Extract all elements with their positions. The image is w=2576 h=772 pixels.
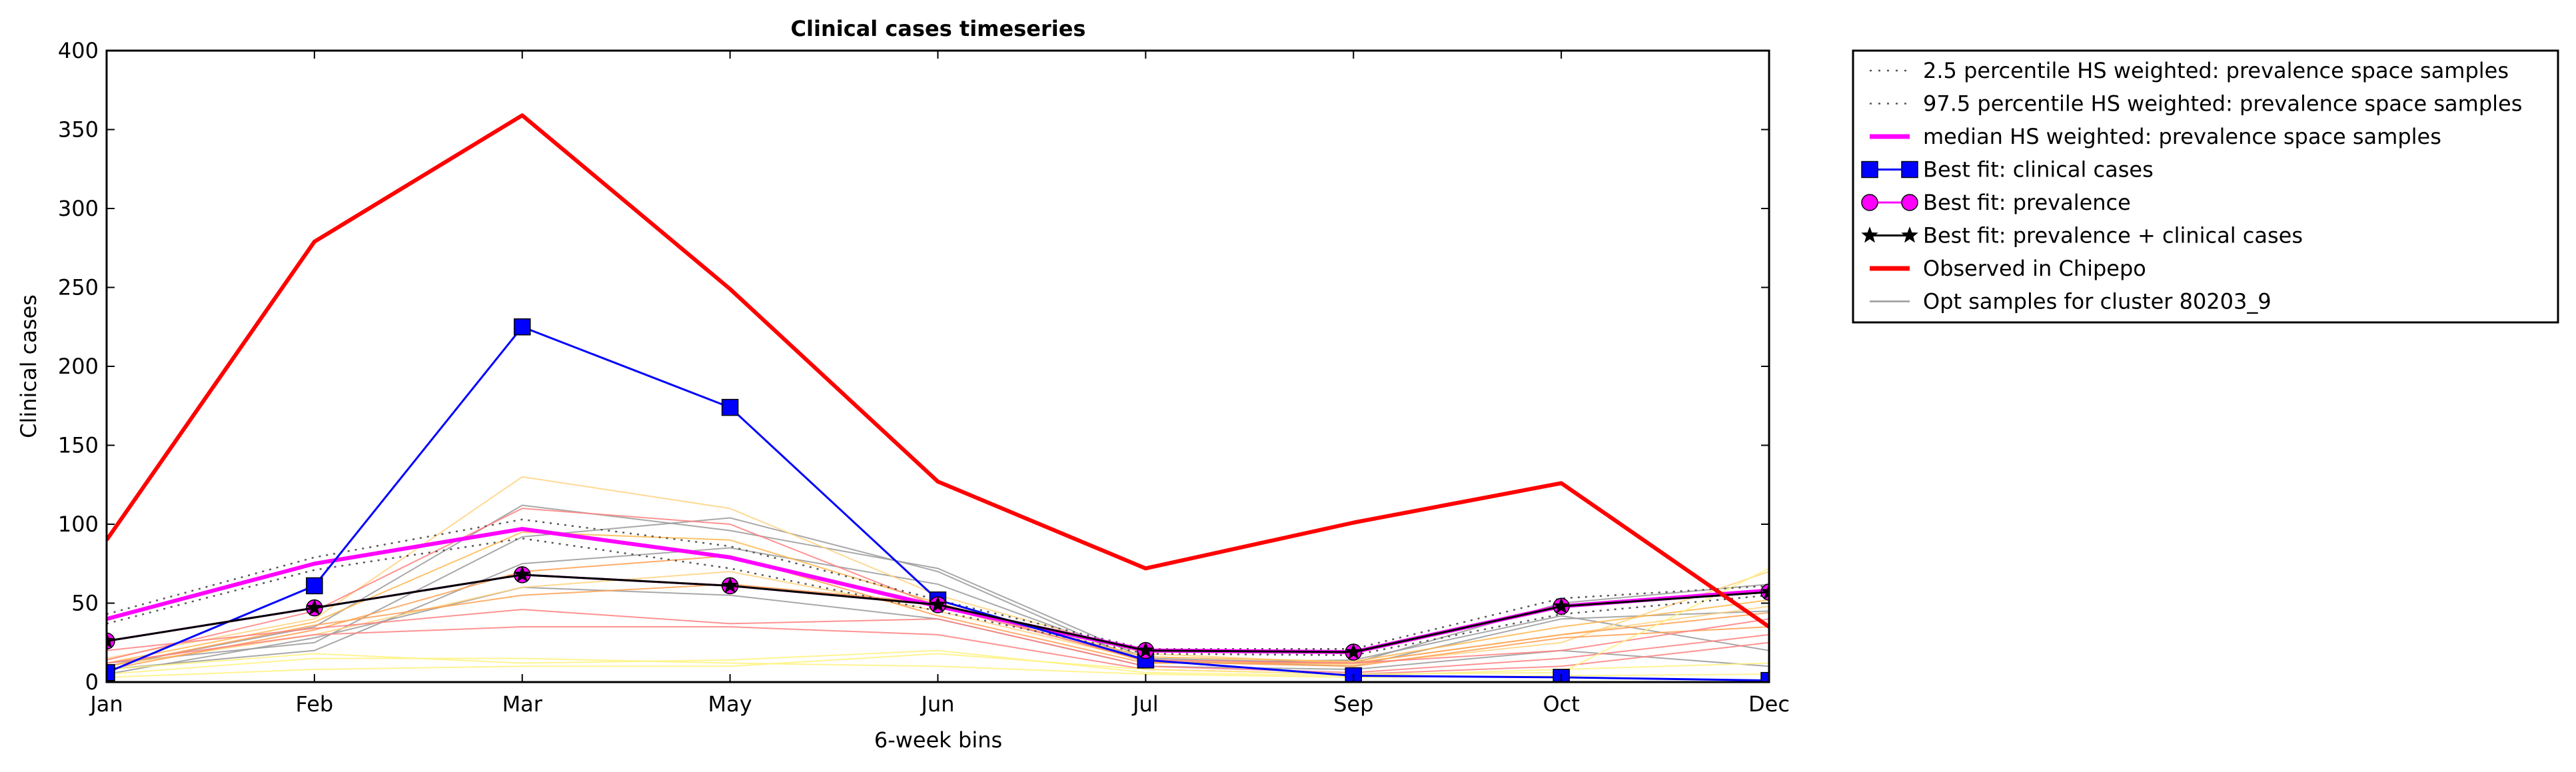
- series-5-point-7: [1553, 597, 1570, 614]
- legend-label-3: Best fit: clinical cases: [1923, 157, 2154, 183]
- chart-title: Clinical cases timeseries: [791, 16, 1086, 41]
- legend-marker-3-1: [1901, 161, 1918, 179]
- opt-samples-layer: [107, 476, 1769, 678]
- legend: 2.5 percentile HS weighted: prevalence s…: [1852, 49, 2559, 324]
- x-tick-label-0: Jan: [89, 691, 123, 717]
- series-5-point-0: [107, 631, 115, 649]
- y-tick-label-0: 0: [85, 669, 99, 695]
- opt-sample-line-14: [107, 649, 1769, 677]
- opt-sample-line-10: [107, 608, 1769, 673]
- opt-sample-line-0: [107, 517, 1769, 664]
- y-tick-label-1: 50: [71, 591, 99, 616]
- y-tick-label-6: 300: [58, 196, 99, 221]
- series-5-point-4: [929, 595, 947, 612]
- x-tick-label-6: Sep: [1333, 691, 1373, 717]
- series-3-point-1: [306, 577, 323, 595]
- legend-label-0: 2.5 percentile HS weighted: prevalence s…: [1923, 58, 2509, 83]
- opt-sample-line-1: [107, 504, 1769, 667]
- series-5-point-8: [1760, 583, 1769, 599]
- y-tick-label-5: 250: [58, 275, 99, 300]
- y-tick-label-8: 400: [58, 38, 99, 63]
- series-0-line: [107, 538, 1769, 656]
- series-5-point-6: [1345, 643, 1363, 659]
- y-tick-label-3: 150: [58, 433, 99, 458]
- opt-sample-line-13: [107, 568, 1769, 678]
- legend-marker-5-0: [1861, 226, 1878, 243]
- series-6-line: [107, 113, 1769, 629]
- legend-label-5: Best fit: prevalence + clinical cases: [1923, 223, 2303, 248]
- x-tick-label-1: Feb: [296, 691, 334, 717]
- legend-marker-4-0: [1861, 194, 1878, 211]
- y-axis-label: Clinical cases: [16, 294, 41, 438]
- x-tick-label-2: Mar: [502, 691, 543, 717]
- series-3-point-8: [1760, 671, 1769, 682]
- y-tick-label-7: 350: [58, 117, 99, 143]
- legend-label-7: Opt samples for cluster 80203_9: [1923, 289, 2271, 314]
- legend-marker-4-1: [1901, 194, 1918, 211]
- x-tick-label-3: May: [708, 691, 752, 717]
- series-5-point-3: [721, 576, 739, 593]
- legend-label-2: median HS weighted: prevalence space sam…: [1923, 124, 2441, 149]
- series-5-point-1: [306, 599, 323, 615]
- opt-sample-line-7: [107, 555, 1769, 671]
- series-3-point-2: [514, 318, 531, 336]
- series-5-point-2: [513, 566, 531, 582]
- x-tick-label-7: Oct: [1543, 691, 1579, 717]
- series-layer: [107, 113, 1769, 682]
- legend-label-6: Observed in Chipepo: [1923, 256, 2146, 281]
- x-tick-label-4: Jun: [920, 691, 955, 717]
- series-5-point-5: [1137, 641, 1155, 658]
- legend-marker-5-1: [1901, 226, 1918, 243]
- y-tick-label-2: 100: [58, 512, 99, 537]
- y-tick-label-4: 200: [58, 354, 99, 379]
- legend-label-4: Best fit: prevalence: [1923, 190, 2131, 215]
- axis-ticks: Jan Feb Mar May Jun Jul Sep Oct Dec 0 50 100 150 200 2…: [58, 38, 1790, 717]
- series-3-point-0: [107, 664, 115, 681]
- legend-marker-3-0: [1861, 161, 1878, 179]
- x-tick-label-5: Jul: [1131, 691, 1159, 717]
- legend-label-1: 97.5 percentile HS weighted: prevalence …: [1923, 91, 2522, 117]
- x-tick-label-8: Dec: [1748, 691, 1790, 717]
- plot-frame: [105, 49, 1770, 683]
- opt-sample-line-11: [107, 626, 1769, 675]
- legend-box: [1852, 49, 2559, 324]
- series-3-point-3: [721, 398, 739, 416]
- x-axis-label: 6-week bins: [874, 727, 1002, 753]
